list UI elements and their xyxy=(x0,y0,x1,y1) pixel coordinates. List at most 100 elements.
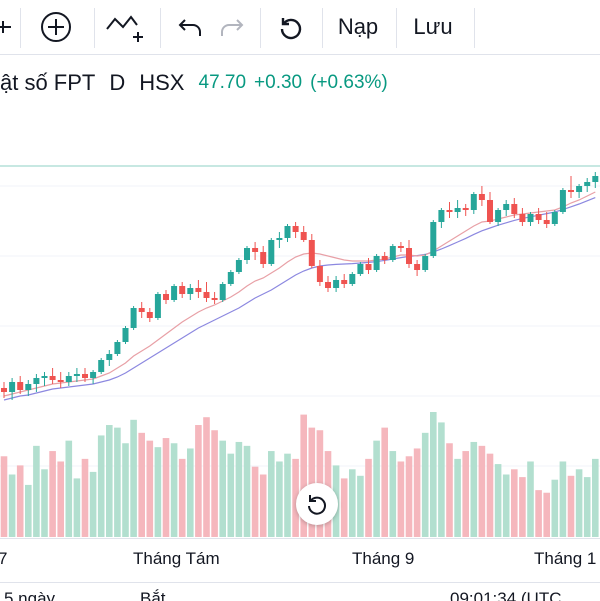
candle-body xyxy=(227,272,234,284)
candle-body xyxy=(406,248,412,264)
candle-body xyxy=(316,266,323,282)
candle-body xyxy=(325,282,331,288)
candle-body xyxy=(527,214,534,222)
reset-chart-button[interactable] xyxy=(296,483,338,525)
volume-bar xyxy=(357,475,364,537)
add-icon[interactable] xyxy=(36,0,76,54)
redo-icon[interactable] xyxy=(212,0,252,54)
volume-bar xyxy=(478,445,486,537)
volume-bar xyxy=(187,448,194,537)
volume-bar xyxy=(114,427,121,537)
reset-icon[interactable] xyxy=(270,0,310,54)
volume-bar xyxy=(349,469,356,537)
candle-body xyxy=(503,204,510,210)
volume-bar xyxy=(494,464,502,537)
volume-bar xyxy=(511,469,518,537)
tick-label: Tháng 9 xyxy=(352,549,415,568)
candle-body xyxy=(114,342,121,354)
reset-icon xyxy=(308,495,326,515)
volume-bar xyxy=(438,422,445,537)
candle-body xyxy=(357,264,364,274)
volume-bar xyxy=(470,441,478,537)
candle-body xyxy=(495,210,502,222)
candle-body xyxy=(397,246,404,248)
candle-body xyxy=(57,380,64,382)
volume-bar xyxy=(195,425,202,537)
volume-bar xyxy=(454,458,461,537)
candle-body xyxy=(551,212,558,224)
candle-body xyxy=(73,374,80,376)
candle-body xyxy=(187,288,194,294)
candle-body xyxy=(446,210,453,212)
volume-bar xyxy=(276,461,283,537)
volume-bar xyxy=(381,427,388,537)
load-button[interactable]: Nạp xyxy=(337,14,379,39)
candle-body xyxy=(487,200,493,222)
volume-bar xyxy=(446,443,453,537)
candle-body xyxy=(203,292,210,298)
ma-slow-line xyxy=(3,197,596,401)
volume-bar xyxy=(81,458,89,537)
volume-bar xyxy=(462,451,469,537)
volume-bar xyxy=(527,461,534,537)
candle-body xyxy=(82,374,88,378)
volume-bar xyxy=(308,427,316,537)
top-toolbar: Nạp Lưu xyxy=(0,0,600,55)
volume-bar xyxy=(551,479,559,537)
candle-body xyxy=(219,284,226,300)
candle-body xyxy=(333,280,340,288)
range-selector[interactable]: 5 ngày xyxy=(4,589,56,601)
candle-body xyxy=(478,194,485,200)
price-chart[interactable] xyxy=(0,56,600,538)
candle-body xyxy=(179,286,186,294)
candle-body xyxy=(519,214,526,222)
candle-body xyxy=(244,248,250,260)
volume-bar xyxy=(284,453,291,537)
candle-body xyxy=(414,264,421,270)
volume-bar xyxy=(33,445,40,537)
candle-body xyxy=(252,248,259,252)
candle-body xyxy=(130,308,137,328)
legend-exchange: HSX xyxy=(139,70,185,95)
candle-body xyxy=(438,210,445,222)
tick-label: Tháng Tám xyxy=(133,549,220,568)
candle-body xyxy=(211,298,218,300)
volume-bar xyxy=(122,443,129,537)
volume-bar xyxy=(389,451,397,537)
candle-body xyxy=(511,204,518,214)
candle-body xyxy=(284,226,291,238)
volume-bar xyxy=(211,430,218,537)
volume-bar xyxy=(25,484,32,537)
volume-bar xyxy=(65,440,73,537)
volume-bar xyxy=(243,445,251,537)
candle-body xyxy=(308,240,315,266)
volume-bar xyxy=(559,461,567,537)
candle-body xyxy=(389,246,396,260)
tick-label: 7 xyxy=(0,549,8,568)
candle-body xyxy=(592,176,599,182)
candle-body xyxy=(349,274,356,284)
legend-change: +0.30 xyxy=(254,72,303,93)
volume-bar xyxy=(227,453,235,537)
time-axis[interactable]: 7 Tháng Tám Tháng 9 Tháng 1 xyxy=(0,538,600,583)
candle-body xyxy=(98,360,105,372)
goto-button[interactable]: Bắt xyxy=(140,589,166,601)
compare-icon[interactable] xyxy=(102,0,148,54)
indicator-icon[interactable] xyxy=(0,0,14,54)
candle-body xyxy=(17,382,24,390)
volume-bar xyxy=(502,474,510,537)
undo-icon[interactable] xyxy=(170,0,210,54)
save-button[interactable]: Lưu xyxy=(413,14,453,39)
candle-body xyxy=(25,384,32,390)
candle-body xyxy=(122,328,129,342)
volume-bar xyxy=(292,458,299,537)
candle-body xyxy=(260,252,267,264)
candle-body xyxy=(543,220,550,224)
candle-body xyxy=(535,214,542,220)
legend-symbol: ật số FPT xyxy=(0,70,96,95)
candle-body xyxy=(470,194,477,210)
volume-bar xyxy=(340,478,348,537)
candle-body xyxy=(49,376,56,380)
volume-bar xyxy=(73,478,81,537)
volume-bar xyxy=(268,451,275,537)
